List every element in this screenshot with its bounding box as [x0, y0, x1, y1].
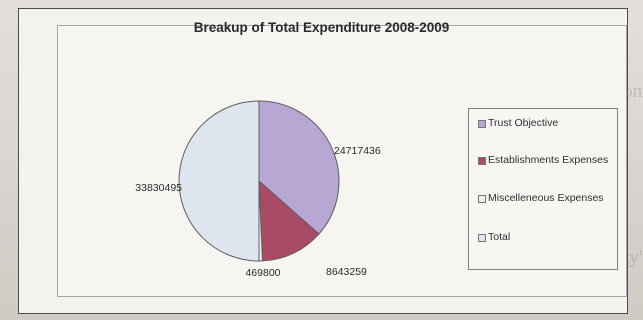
- legend-item-trust-objective: Trust Objective: [478, 117, 558, 129]
- legend-swatch: [478, 120, 486, 128]
- legend-label: Miscelleneous Expenses: [488, 192, 604, 204]
- data-labels: 24717436 8643259 469800 33830495: [135, 145, 381, 279]
- data-label-miscelleneous-expenses: 469800: [245, 267, 280, 279]
- legend-item-establishments-expenses: Establishments Expenses: [478, 154, 615, 166]
- legend-label: Total: [488, 231, 511, 243]
- legend-swatch: [478, 234, 486, 242]
- pie-slice-total: [178, 100, 260, 262]
- legend-swatch: [478, 195, 486, 203]
- legend-label: Trust Objective: [488, 117, 559, 129]
- pie-slice-trust-objective: [258, 100, 340, 235]
- pie-slices: [178, 100, 340, 262]
- pie-slice-establishments-expenses: [258, 179, 320, 262]
- legend: Trust Objective Establishments Expenses …: [468, 108, 618, 270]
- data-label-total: 33830495: [135, 182, 182, 194]
- legend-swatch: [478, 157, 486, 165]
- data-label-trust-objective: 24717436: [334, 145, 381, 157]
- legend-item-total: Total: [478, 231, 510, 243]
- legend-item-miscelleneous-expenses: Miscelleneous Expenses: [478, 192, 615, 204]
- legend-label: Establishments Expenses: [488, 154, 609, 166]
- chart-title: Breakup of Total Expenditure 2008-2009: [193, 20, 450, 35]
- data-label-establishments-expenses: 8643259: [326, 266, 367, 278]
